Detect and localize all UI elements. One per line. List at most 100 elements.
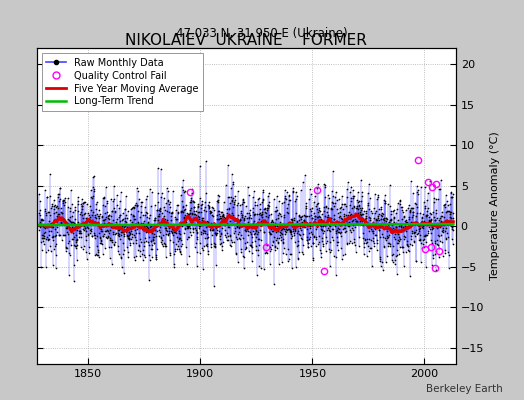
Point xyxy=(335,213,344,220)
Point xyxy=(374,217,383,223)
Point xyxy=(124,235,132,242)
Point xyxy=(138,226,146,232)
Point xyxy=(230,199,238,206)
Point xyxy=(126,240,134,246)
Point xyxy=(154,165,162,172)
Point xyxy=(429,222,438,228)
Point xyxy=(217,247,226,254)
Point xyxy=(79,225,87,232)
Point xyxy=(48,233,57,239)
Point xyxy=(298,236,306,242)
Point xyxy=(338,216,346,222)
Point xyxy=(65,250,73,256)
Point xyxy=(400,236,408,243)
Point xyxy=(222,217,230,223)
Point xyxy=(48,201,56,208)
Point xyxy=(47,248,56,254)
Point xyxy=(412,258,420,265)
Point xyxy=(300,216,309,223)
Point xyxy=(177,192,185,198)
Point xyxy=(84,221,93,227)
Point xyxy=(435,186,444,192)
Point xyxy=(433,237,442,243)
Point xyxy=(212,225,220,232)
Point xyxy=(149,234,157,241)
Point xyxy=(94,213,102,219)
Point xyxy=(70,262,78,268)
Point xyxy=(304,244,312,250)
Point xyxy=(183,225,192,231)
Point xyxy=(330,216,338,222)
Point xyxy=(107,208,116,214)
Point xyxy=(220,218,228,224)
Point xyxy=(104,215,112,221)
Point xyxy=(362,236,370,242)
Point xyxy=(200,206,209,213)
Point xyxy=(188,211,196,218)
Point xyxy=(432,196,441,202)
Point xyxy=(110,182,118,189)
Point xyxy=(284,201,292,208)
Point xyxy=(292,222,300,228)
Point xyxy=(205,208,214,214)
Point xyxy=(232,220,240,227)
Point xyxy=(360,251,368,257)
Point xyxy=(165,228,173,235)
Point xyxy=(413,231,422,237)
Point xyxy=(153,223,161,230)
Point xyxy=(243,226,251,232)
Point xyxy=(424,217,433,223)
Point xyxy=(431,238,440,244)
Point xyxy=(139,220,147,226)
Point xyxy=(268,242,276,248)
Point xyxy=(208,222,216,229)
Point xyxy=(127,206,135,212)
Point xyxy=(158,190,166,196)
Point xyxy=(202,242,211,248)
Point xyxy=(433,196,442,202)
Point xyxy=(211,241,220,247)
Point xyxy=(135,196,144,202)
Point xyxy=(278,238,287,245)
Point xyxy=(143,210,151,216)
Point xyxy=(309,254,317,261)
Point xyxy=(140,234,149,241)
Point xyxy=(303,244,312,250)
Point xyxy=(390,227,399,234)
Point xyxy=(237,249,245,256)
Point xyxy=(237,207,246,214)
Point xyxy=(388,222,397,228)
Point xyxy=(247,242,256,248)
Point xyxy=(276,232,284,239)
Point xyxy=(212,227,221,234)
Point xyxy=(119,240,127,247)
Point xyxy=(150,239,158,246)
Point xyxy=(241,215,249,222)
Point xyxy=(102,234,110,240)
Point xyxy=(394,231,402,237)
Point xyxy=(264,193,272,199)
Point xyxy=(299,221,308,228)
Point xyxy=(74,198,82,205)
Point xyxy=(259,206,268,212)
Point xyxy=(117,223,126,229)
Point xyxy=(359,217,367,223)
Point xyxy=(202,234,211,241)
Point xyxy=(196,223,204,230)
Point xyxy=(113,192,121,198)
Point xyxy=(69,218,78,225)
Point xyxy=(83,222,92,228)
Point xyxy=(334,229,343,236)
Point xyxy=(313,240,322,247)
Point xyxy=(341,201,349,207)
Point xyxy=(118,217,126,224)
Point xyxy=(347,229,355,236)
Text: 47.033 N, 31.950 E (Ukraine): 47.033 N, 31.950 E (Ukraine) xyxy=(176,28,348,40)
Point xyxy=(84,218,92,224)
Point xyxy=(256,206,264,212)
Point xyxy=(209,212,217,219)
Point xyxy=(396,197,404,204)
Point xyxy=(239,235,247,241)
Point xyxy=(367,208,375,214)
Point xyxy=(62,220,70,226)
